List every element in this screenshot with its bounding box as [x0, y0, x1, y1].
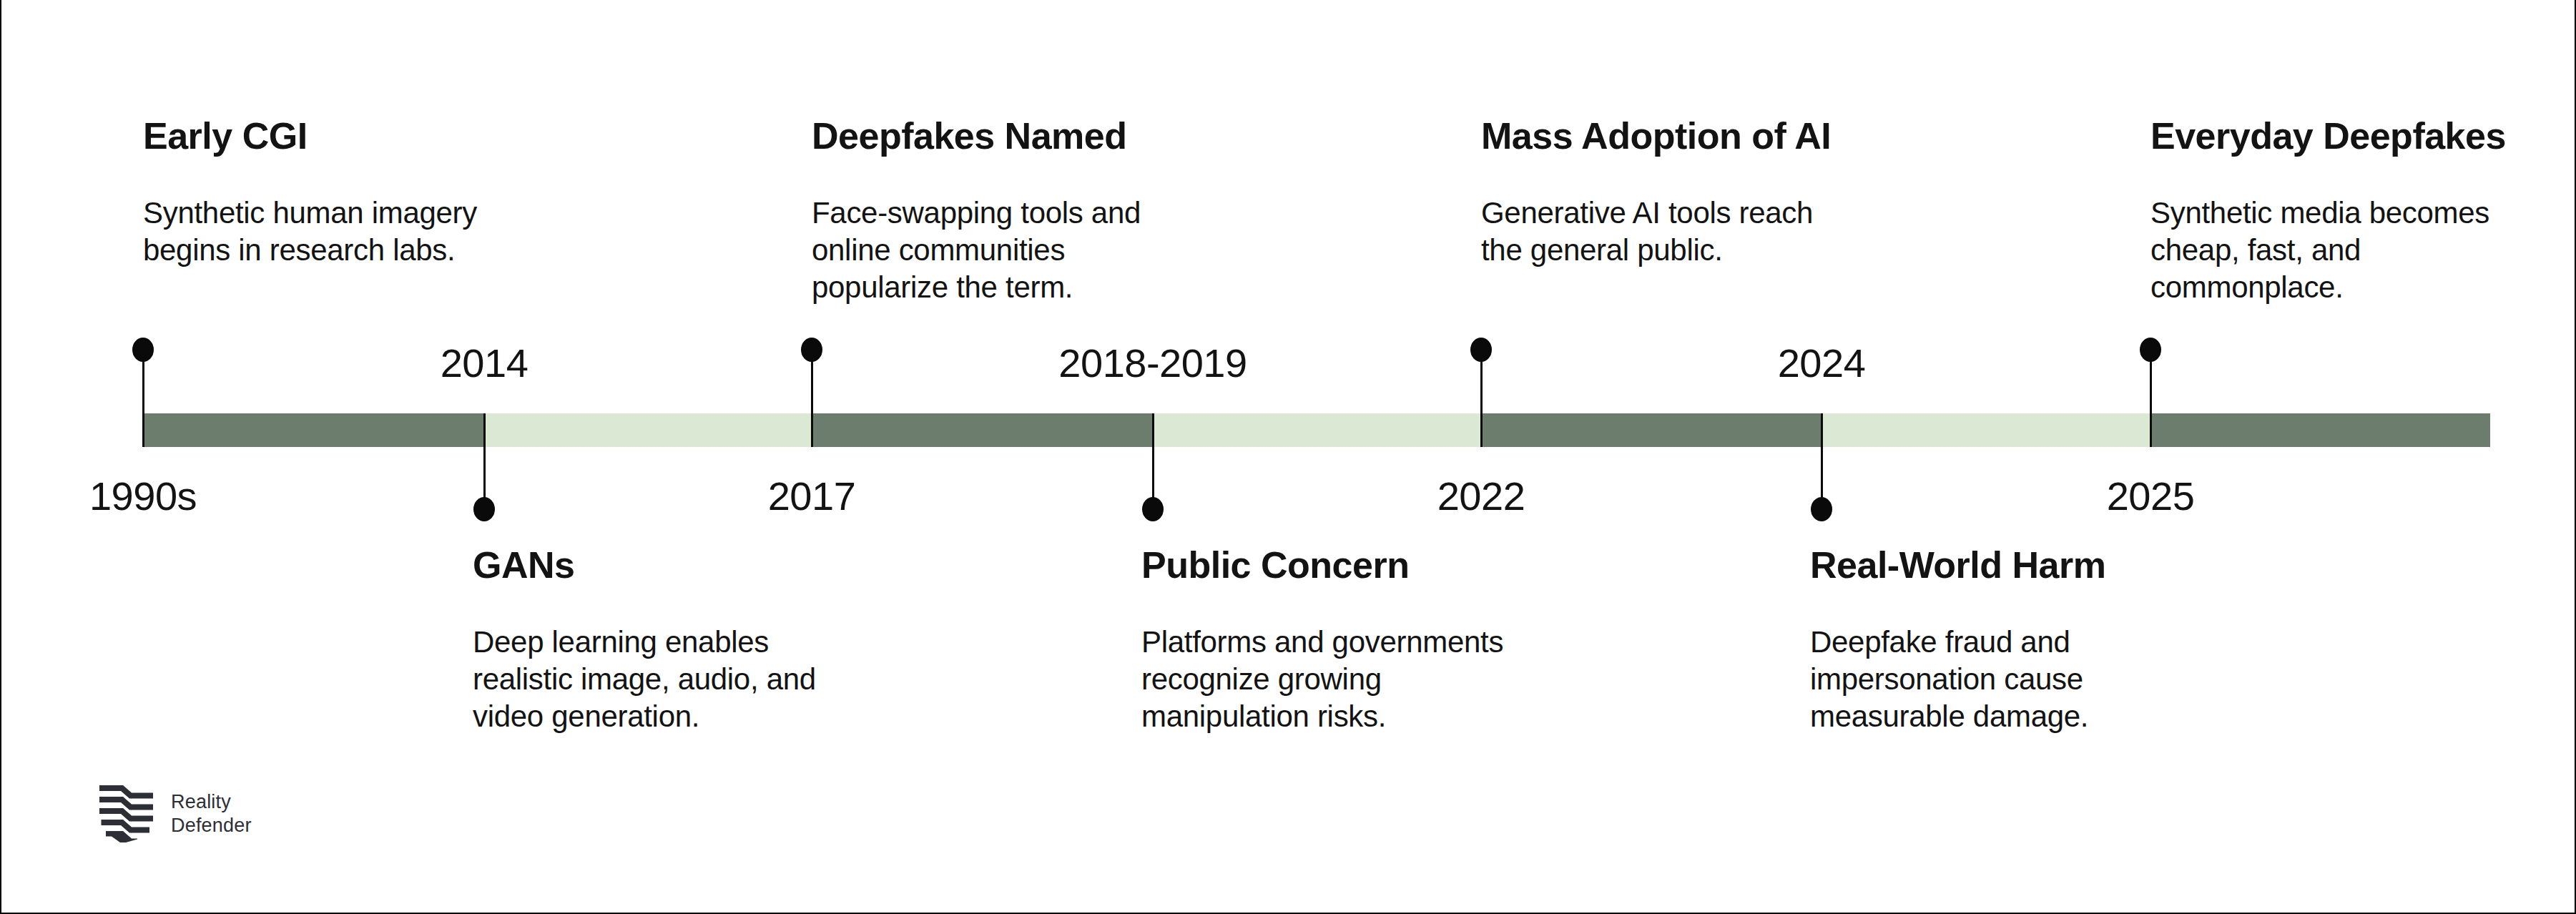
event-title: Deepfakes Named — [812, 114, 1212, 157]
event-title: Everyday Deepfakes — [2150, 114, 2551, 157]
timeline-stem — [2150, 350, 2152, 447]
year-label-2018-2019: 2018-2019 — [1058, 342, 1247, 385]
timeline-segment-dark-2025-end — [2150, 413, 2490, 447]
deepfake-timeline-canvas: 2014 2018-2019 2024 1990s 2017 2022 2025… — [0, 0, 2576, 914]
timeline-segment-dark-2022-2024 — [1481, 413, 1822, 447]
event-description: Platforms and governments recognize grow… — [1141, 624, 1542, 735]
event-title: Real-World Harm — [1810, 544, 2211, 586]
year-label-2014: 2014 — [441, 342, 529, 385]
year-label-2017: 2017 — [768, 475, 856, 518]
event-title: GANs — [473, 544, 873, 586]
year-label-2024: 2024 — [1778, 342, 1866, 385]
timeline-segment-dark-2017-2019 — [812, 413, 1153, 447]
timeline-segment-dark-1990s-2014 — [143, 413, 484, 447]
event-title: Mass Adoption of AI — [1481, 114, 1882, 157]
timeline-stem — [1480, 350, 1483, 447]
event-title: Public Concern — [1141, 544, 1542, 586]
event-description: Deepfake fraud and impersonation cause m… — [1810, 624, 2211, 735]
event-deepfakes-named: Deepfakes Named Face-swapping tools and … — [812, 114, 1212, 306]
event-public-concern: Public Concern Platforms and governments… — [1141, 544, 1542, 735]
timeline-dot-icon — [1142, 497, 1164, 521]
event-description: Synthetic media becomes cheap, fast, and… — [2150, 195, 2551, 306]
event-description: Deep learning enables realistic image, a… — [473, 624, 873, 735]
event-description: Synthetic human imagery begins in resear… — [143, 195, 544, 269]
timeline-stem — [1821, 413, 1823, 509]
event-title: Early CGI — [143, 114, 544, 157]
reality-defender-shield-icon — [99, 785, 153, 842]
logo-wordmark-line1: Reality — [171, 790, 252, 814]
timeline-stem — [811, 350, 813, 447]
timeline-stem — [483, 413, 486, 509]
event-gans: GANs Deep learning enables realistic ima… — [473, 544, 873, 735]
event-mass-adoption-of-ai: Mass Adoption of AI Generative AI tools … — [1481, 114, 1882, 269]
year-label-2022: 2022 — [1437, 475, 1525, 518]
logo-wordmark-line2: Defender — [171, 814, 252, 837]
event-description: Face-swapping tools and online communiti… — [812, 195, 1212, 306]
year-label-2025: 2025 — [2107, 475, 2195, 518]
timeline-stem — [1152, 413, 1154, 509]
timeline-dot-icon — [1811, 497, 1832, 521]
timeline-bar — [143, 413, 2490, 447]
timeline-stem — [142, 350, 144, 447]
event-early-cgi: Early CGI Synthetic human imagery begins… — [143, 114, 544, 269]
reality-defender-logo: Reality Defender — [99, 785, 252, 842]
year-label-1990s: 1990s — [89, 475, 197, 518]
event-description: Generative AI tools reach the general pu… — [1481, 195, 1882, 269]
logo-wordmark: Reality Defender — [171, 790, 252, 837]
event-everyday-deepfakes: Everyday Deepfakes Synthetic media becom… — [2150, 114, 2551, 306]
event-real-world-harm: Real-World Harm Deepfake fraud and imper… — [1810, 544, 2211, 735]
timeline-dot-icon — [473, 497, 495, 521]
